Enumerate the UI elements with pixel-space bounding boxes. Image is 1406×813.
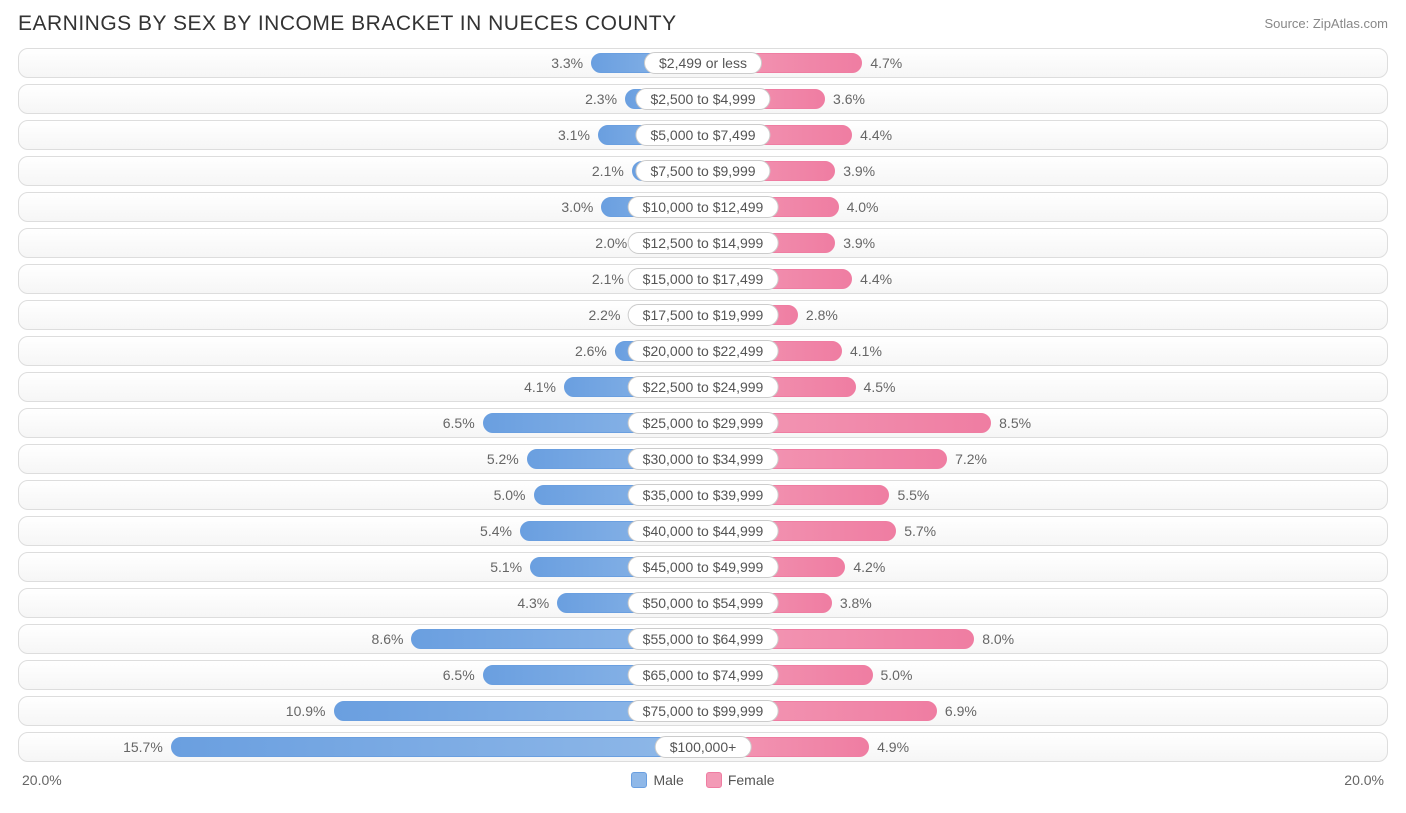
chart-row: 3.3% 4.7% $2,499 or less xyxy=(18,48,1388,78)
male-percent: 5.2% xyxy=(479,451,527,467)
chart-row: 10.9% 6.9% $75,000 to $99,999 xyxy=(18,696,1388,726)
bracket-label: $15,000 to $17,499 xyxy=(628,268,779,290)
male-percent: 6.5% xyxy=(435,667,483,683)
chart-row: 2.3% 3.6% $2,500 to $4,999 xyxy=(18,84,1388,114)
chart-row: 5.1% 4.2% $45,000 to $49,999 xyxy=(18,552,1388,582)
female-percent: 6.9% xyxy=(937,703,985,719)
female-percent: 4.9% xyxy=(869,739,917,755)
female-percent: 4.2% xyxy=(845,559,893,575)
chart-row: 5.2% 7.2% $30,000 to $34,999 xyxy=(18,444,1388,474)
female-percent: 4.0% xyxy=(839,199,887,215)
bracket-label: $2,500 to $4,999 xyxy=(635,88,770,110)
chart-row: 4.3% 3.8% $50,000 to $54,999 xyxy=(18,588,1388,618)
bracket-label: $7,500 to $9,999 xyxy=(635,160,770,182)
male-percent: 2.2% xyxy=(581,307,629,323)
source-attribution: Source: ZipAtlas.com xyxy=(1264,12,1388,31)
bracket-label: $100,000+ xyxy=(655,736,752,758)
bracket-label: $22,500 to $24,999 xyxy=(628,376,779,398)
chart-row: 5.0% 5.5% $35,000 to $39,999 xyxy=(18,480,1388,510)
legend-female: Female xyxy=(706,772,775,788)
female-percent: 5.0% xyxy=(873,667,921,683)
female-percent: 7.2% xyxy=(947,451,995,467)
bracket-label: $20,000 to $22,499 xyxy=(628,340,779,362)
female-percent: 4.5% xyxy=(856,379,904,395)
female-percent: 4.4% xyxy=(852,271,900,287)
bracket-label: $75,000 to $99,999 xyxy=(628,700,779,722)
bracket-label: $45,000 to $49,999 xyxy=(628,556,779,578)
bracket-label: $40,000 to $44,999 xyxy=(628,520,779,542)
female-percent: 4.7% xyxy=(862,55,910,71)
bracket-label: $2,499 or less xyxy=(644,52,762,74)
female-percent: 8.0% xyxy=(974,631,1022,647)
male-percent: 15.7% xyxy=(115,739,171,755)
bracket-label: $10,000 to $12,499 xyxy=(628,196,779,218)
male-percent: 5.1% xyxy=(482,559,530,575)
male-bar xyxy=(171,737,703,757)
chart-row: 2.0%3.9%$12,500 to $14,999 xyxy=(18,228,1388,258)
female-percent: 3.8% xyxy=(832,595,880,611)
bracket-label: $55,000 to $64,999 xyxy=(628,628,779,650)
male-percent: 6.5% xyxy=(435,415,483,431)
female-percent: 8.5% xyxy=(991,415,1039,431)
chart-row: 4.1% 4.5% $22,500 to $24,999 xyxy=(18,372,1388,402)
male-swatch-icon xyxy=(631,772,647,788)
legend-female-label: Female xyxy=(728,772,775,788)
diverging-bar-chart: 3.3% 4.7% $2,499 or less 2.3% 3.6% $2,500 to … xyxy=(18,48,1388,762)
male-percent: 3.3% xyxy=(543,55,591,71)
female-swatch-icon xyxy=(706,772,722,788)
male-percent: 8.6% xyxy=(364,631,412,647)
bracket-label: $50,000 to $54,999 xyxy=(628,592,779,614)
axis-max-right: 20.0% xyxy=(1344,772,1384,788)
chart-row: 15.7% 4.9% $100,000+ xyxy=(18,732,1388,762)
chart-row: 2.1% 3.9% $7,500 to $9,999 xyxy=(18,156,1388,186)
bracket-label: $17,500 to $19,999 xyxy=(628,304,779,326)
male-percent: 10.9% xyxy=(278,703,334,719)
male-percent: 2.6% xyxy=(567,343,615,359)
male-percent: 2.1% xyxy=(584,271,632,287)
male-percent: 3.0% xyxy=(553,199,601,215)
male-percent: 2.3% xyxy=(577,91,625,107)
bracket-label: $30,000 to $34,999 xyxy=(628,448,779,470)
chart-row: 6.5% 5.0% $65,000 to $74,999 xyxy=(18,660,1388,690)
chart-row: 2.6% 4.1% $20,000 to $22,499 xyxy=(18,336,1388,366)
bracket-label: $65,000 to $74,999 xyxy=(628,664,779,686)
chart-row: 2.1% 4.4% $15,000 to $17,499 xyxy=(18,264,1388,294)
bracket-label: $35,000 to $39,999 xyxy=(628,484,779,506)
female-percent: 2.8% xyxy=(798,307,846,323)
female-percent: 4.4% xyxy=(852,127,900,143)
female-percent: 3.6% xyxy=(825,91,873,107)
chart-footer: 20.0% Male Female 20.0% xyxy=(18,768,1388,788)
male-percent: 2.1% xyxy=(584,163,632,179)
male-percent: 5.0% xyxy=(486,487,534,503)
chart-row: 5.4% 5.7% $40,000 to $44,999 xyxy=(18,516,1388,546)
chart-row: 2.2% 2.8% $17,500 to $19,999 xyxy=(18,300,1388,330)
chart-row: 6.5% 8.5% $25,000 to $29,999 xyxy=(18,408,1388,438)
female-percent: 3.9% xyxy=(835,235,883,251)
female-percent: 5.7% xyxy=(896,523,944,539)
female-percent: 4.1% xyxy=(842,343,890,359)
female-percent: 5.5% xyxy=(889,487,937,503)
female-percent: 3.9% xyxy=(835,163,883,179)
legend-male: Male xyxy=(631,772,683,788)
legend: Male Female xyxy=(631,772,774,788)
chart-row: 3.0% 4.0% $10,000 to $12,499 xyxy=(18,192,1388,222)
male-percent: 4.3% xyxy=(509,595,557,611)
male-percent: 3.1% xyxy=(550,127,598,143)
chart-title: EARNINGS BY SEX BY INCOME BRACKET IN NUE… xyxy=(18,12,677,36)
male-percent: 5.4% xyxy=(472,523,520,539)
chart-row: 3.1% 4.4% $5,000 to $7,499 xyxy=(18,120,1388,150)
bracket-label: $25,000 to $29,999 xyxy=(628,412,779,434)
header: EARNINGS BY SEX BY INCOME BRACKET IN NUE… xyxy=(18,12,1388,36)
bracket-label: $5,000 to $7,499 xyxy=(635,124,770,146)
axis-max-left: 20.0% xyxy=(22,772,62,788)
chart-row: 8.6% 8.0% $55,000 to $64,999 xyxy=(18,624,1388,654)
bracket-label: $12,500 to $14,999 xyxy=(628,232,779,254)
legend-male-label: Male xyxy=(653,772,683,788)
male-percent: 4.1% xyxy=(516,379,564,395)
